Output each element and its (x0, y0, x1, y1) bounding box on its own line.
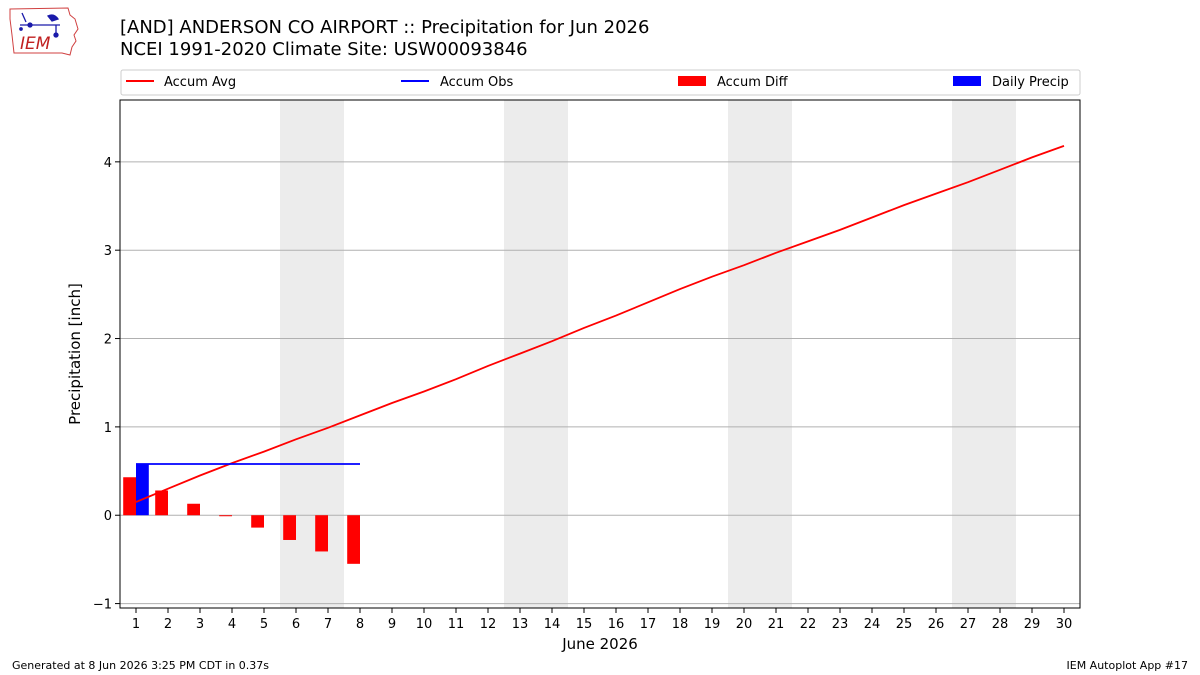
legend: Accum Avg Accum Obs Accum Diff Daily Pre… (120, 69, 1081, 96)
x-tick-label: 10 (416, 617, 433, 632)
weekend-band (504, 100, 568, 608)
x-tick-label: 9 (388, 617, 396, 632)
gridlines (120, 161, 1080, 605)
accum-avg-line (135, 145, 1065, 503)
x-tick-label: 16 (608, 617, 625, 632)
legend-label-accum-diff: Accum Diff (717, 75, 789, 90)
bars (123, 463, 360, 564)
weather-station-icon (19, 12, 60, 38)
x-tick-label: 4 (228, 617, 236, 632)
x-tick-label: 14 (544, 617, 561, 632)
y-tick-label: 2 (104, 333, 112, 348)
y-axis-label: Precipitation [inch] (66, 283, 84, 425)
iowa-outline-icon (9, 7, 79, 56)
accum-diff-bar (219, 515, 232, 517)
x-tick-label: 6 (292, 617, 300, 632)
accum-diff-bar (315, 515, 328, 552)
x-tick-label: 29 (1024, 617, 1041, 632)
x-tick-label: 19 (704, 617, 721, 632)
chart-title: [AND] ANDERSON CO AIRPORT :: Precipitati… (120, 17, 650, 38)
x-tick-label: 2 (164, 617, 172, 632)
accum-diff-bar (347, 515, 360, 564)
x-tick-label: 15 (576, 617, 593, 632)
x-tick-label: 28 (992, 617, 1009, 632)
accum-diff-bar (251, 515, 264, 528)
legend-label-daily-precip: Daily Precip (992, 75, 1069, 90)
x-tick-label: 11 (448, 617, 465, 632)
daily-precip-bar (136, 463, 149, 516)
legend-item-accum-obs: Accum Obs (401, 75, 513, 90)
legend-item-accum-diff: Accum Diff (678, 75, 789, 90)
x-tick-label: 12 (480, 617, 497, 632)
legend-box (120, 69, 1081, 96)
x-tick-label: 18 (672, 617, 689, 632)
x-tick-label: 8 (356, 617, 364, 632)
iem-logo: IEM (9, 7, 79, 56)
y-tick-label: 4 (104, 156, 112, 171)
weekend-shading (280, 100, 1016, 608)
x-tick-label: 23 (832, 617, 849, 632)
plot-frame (119, 99, 1081, 609)
x-tick-label: 5 (260, 617, 268, 632)
legend-item-accum-avg: Accum Avg (126, 75, 236, 90)
x-tick-label: 26 (928, 617, 945, 632)
lines (135, 145, 1065, 503)
x-tick-label: 21 (768, 617, 785, 632)
x-axis-label: June 2026 (561, 635, 638, 653)
weekend-band (728, 100, 792, 608)
legend-swatch-daily-precip (953, 76, 981, 86)
accum-diff-bar (187, 503, 200, 516)
x-tick-label: 24 (864, 617, 881, 632)
chart-subtitle: NCEI 1991-2020 Climate Site: USW00093846 (120, 39, 528, 60)
x-tick-label: 13 (512, 617, 529, 632)
accum-diff-bar (155, 490, 168, 516)
legend-label-accum-avg: Accum Avg (164, 75, 236, 90)
x-tick-label: 7 (324, 617, 332, 632)
accum-diff-bar (283, 515, 296, 540)
x-tick-label: 22 (800, 617, 817, 632)
x-tick-label: 17 (640, 617, 657, 632)
accum-diff-bar (123, 477, 136, 516)
x-tick-label: 1 (132, 617, 140, 632)
y-tick-label: 0 (104, 509, 112, 524)
x-tick-label: 3 (196, 617, 204, 632)
y-tick-label: 1 (104, 421, 112, 436)
logo-text: IEM (20, 34, 51, 54)
app-credit: IEM Autoplot App #17 (1066, 659, 1189, 672)
legend-label-accum-obs: Accum Obs (440, 75, 513, 90)
x-tick-label: 25 (896, 617, 913, 632)
legend-swatch-accum-diff (678, 76, 706, 86)
y-tick-label: 3 (104, 244, 112, 259)
legend-item-daily-precip: Daily Precip (953, 75, 1069, 90)
x-tick-label: 20 (736, 617, 753, 632)
x-tick-label: 27 (960, 617, 977, 632)
y-tick-label: −1 (93, 598, 112, 613)
x-tick-label: 30 (1056, 617, 1073, 632)
generated-timestamp: Generated at 8 Jun 2026 3:25 PM CDT in 0… (12, 659, 270, 672)
